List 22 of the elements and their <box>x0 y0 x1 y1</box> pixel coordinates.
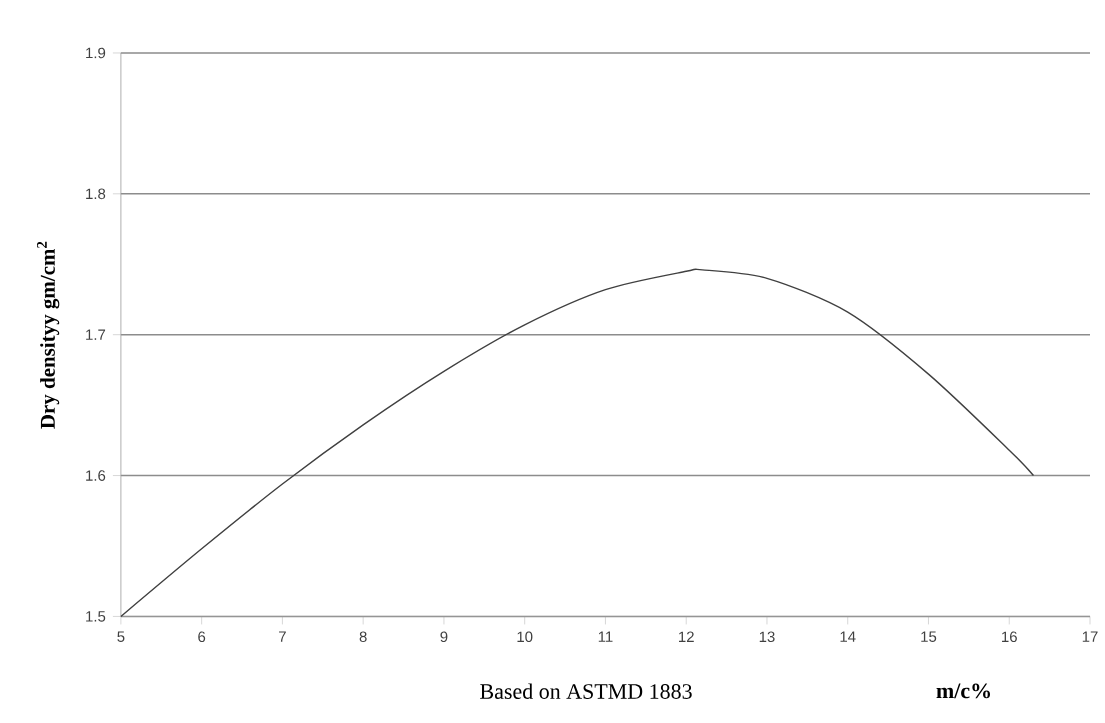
x-axis-title: m/c% <box>936 683 991 699</box>
y-tick-label: 1.7 <box>86 329 106 340</box>
line-series <box>120 269 1035 617</box>
y-tick-label: 1.6 <box>86 470 106 481</box>
x-tick-label: 12 <box>679 631 694 642</box>
x-tick-label: 11 <box>598 631 613 642</box>
y-tick-label: 1.5 <box>86 611 106 622</box>
text: Based on ASTMD 1883 <box>480 683 692 699</box>
y-tick-label: 1.9 <box>86 47 106 59</box>
x-tick-label: 9 <box>440 631 448 642</box>
x-tick-label: 7 <box>279 631 286 642</box>
x-tick-label: 15 <box>921 631 937 642</box>
x-tick-label: 16 <box>1002 631 1017 642</box>
y-tick-label: 1.8 <box>86 188 106 199</box>
x-tick-label: 5 <box>117 631 125 642</box>
x-tick-label: 6 <box>198 631 206 642</box>
x-tick-label: 8 <box>359 631 367 642</box>
x-tick-label: 10 <box>517 631 533 642</box>
x-tick-label: 13 <box>759 631 775 642</box>
x-tick-label: 17 <box>1082 631 1098 642</box>
y-axis-title: Dry densityy gm/cm$^{2}$ <box>36 241 60 429</box>
x-tick-label: 14 <box>840 631 856 642</box>
